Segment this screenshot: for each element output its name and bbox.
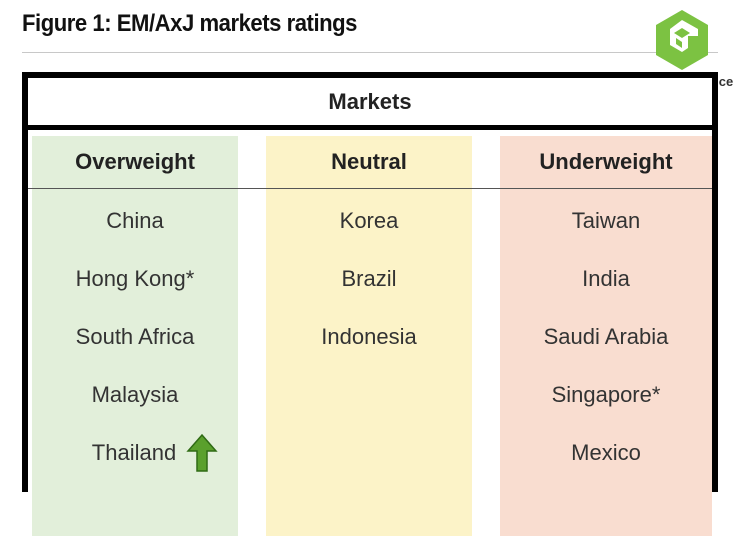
list-item: Korea [339, 208, 399, 233]
list-item: Taiwan [571, 208, 641, 233]
up-arrow-icon [186, 433, 218, 472]
list-item: Brazil [341, 266, 397, 291]
list-item-label: Thailand [91, 440, 177, 465]
neutral-column [266, 136, 472, 536]
underweight-column [500, 136, 712, 536]
list-item: Saudi Arabia [543, 324, 669, 349]
list-item-upgraded: Thailand [52, 424, 258, 482]
overweight-header: Overweight [75, 149, 195, 174]
list-item: China [106, 208, 164, 233]
list-item: India [582, 266, 630, 291]
neutral-header: Neutral [331, 149, 407, 174]
ratings-table: Markets Overweight Neutral Underweight C… [22, 72, 718, 536]
figure-title: Figure 1: EM/AxJ markets ratings [22, 10, 357, 37]
list-item: Malaysia [91, 382, 179, 407]
underweight-header: Underweight [539, 149, 673, 174]
title-divider [22, 52, 718, 53]
list-item: Indonesia [321, 324, 417, 349]
list-item: South Africa [75, 324, 195, 349]
green-cube-logo-icon [656, 10, 708, 70]
list-item: Mexico [571, 440, 641, 465]
table-header: Markets [28, 78, 712, 130]
list-item: Hong Kong* [75, 266, 195, 291]
column-header-row: Overweight Neutral Underweight [28, 136, 712, 189]
list-item: Singapore* [551, 382, 661, 407]
